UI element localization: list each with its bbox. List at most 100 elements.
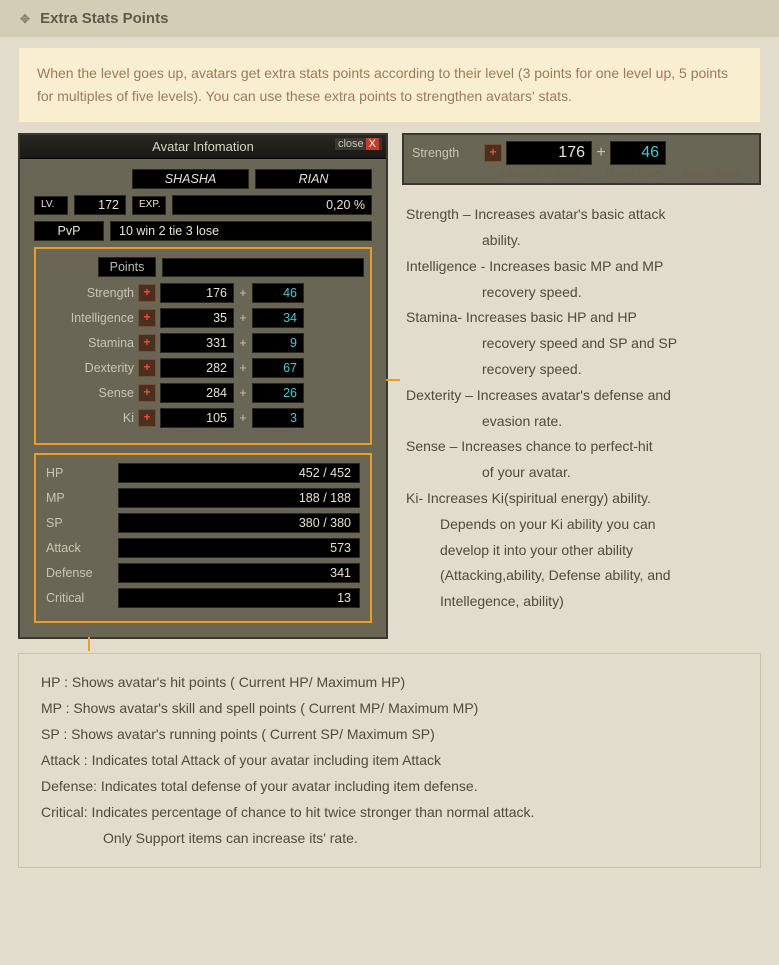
- derived-value: 341: [118, 563, 360, 583]
- avatar-info-window: Avatar Infomation closeX SHASHA RIAN LV.…: [18, 133, 388, 639]
- points-value: [162, 258, 364, 277]
- stats-highlight: Points Strength+176+46Intelligence+35+34…: [34, 247, 372, 445]
- derived-value: 188 / 188: [118, 488, 360, 508]
- stat-label: Intelligence: [42, 311, 134, 325]
- plus-separator: +: [596, 144, 606, 162]
- stat-pure-value: 105: [160, 408, 234, 428]
- plus-separator: +: [238, 386, 248, 400]
- stat-definitions: Strength – Increases avatar's basic atta…: [402, 199, 761, 620]
- intro-text: When the level goes up, avatars get extr…: [18, 47, 761, 123]
- add-button[interactable]: +: [138, 334, 156, 352]
- def-stamina: Stamina- Increases basic HP and HP: [406, 306, 757, 330]
- add-button[interactable]: +: [138, 284, 156, 302]
- stat-row: Ki+105+3: [42, 408, 364, 428]
- derived-row: HP 452 / 452: [46, 463, 360, 483]
- def-strength: Strength – Increases avatar's basic atta…: [406, 203, 757, 227]
- plus-separator: +: [238, 411, 248, 425]
- plus-separator: +: [238, 311, 248, 325]
- points-label: Points: [98, 257, 156, 277]
- add-button[interactable]: +: [138, 384, 156, 402]
- exp-value: 0,20 %: [172, 195, 372, 215]
- derived-label: Attack: [46, 541, 108, 555]
- stat-pure-value: 331: [160, 333, 234, 353]
- def-sense: Sense – Increases chance to perfect-hit: [406, 435, 757, 459]
- plus-separator: +: [238, 336, 248, 350]
- legend-stat-label: Strength: [412, 146, 480, 160]
- add-button[interactable]: +: [138, 359, 156, 377]
- derived-row: Critical 13: [46, 588, 360, 608]
- stat-label: Strength: [42, 286, 134, 300]
- connector-line: [386, 379, 400, 381]
- header-icon: ✥: [20, 12, 30, 26]
- legend-caption-item: Item's Stats: [681, 169, 741, 181]
- exp-critical-cont: Only Support items can increase its' rat…: [41, 826, 738, 852]
- stat-label: Stamina: [42, 336, 134, 350]
- legend-panel: Strength + 176 + 46 Addition Buttion Pur…: [402, 133, 761, 185]
- derived-explanations: HP : Shows avatar's hit points ( Current…: [18, 653, 761, 868]
- stat-label: Dexterity: [42, 361, 134, 375]
- close-button[interactable]: closeX: [335, 138, 382, 150]
- derived-highlight: HP 452 / 452 MP 188 / 188 SP 380 / 380 Attack 5…: [34, 453, 372, 623]
- stat-bonus-value: 3: [252, 408, 304, 428]
- exp-critical: Critical: Indicates percentage of chance…: [41, 800, 738, 826]
- derived-row: Attack 573: [46, 538, 360, 558]
- stat-bonus-value: 9: [252, 333, 304, 353]
- derived-value: 13: [118, 588, 360, 608]
- derived-value: 573: [118, 538, 360, 558]
- stat-pure-value: 35: [160, 308, 234, 328]
- exp-hp: HP : Shows avatar's hit points ( Current…: [41, 670, 738, 696]
- derived-row: Defense 341: [46, 563, 360, 583]
- derived-label: Defense: [46, 566, 108, 580]
- stat-bonus-value: 67: [252, 358, 304, 378]
- derived-value: 452 / 452: [118, 463, 360, 483]
- stat-bonus-value: 26: [252, 383, 304, 403]
- derived-label: MP: [46, 491, 108, 505]
- def-dexterity: Dexterity – Increases avatar's defense a…: [406, 384, 757, 408]
- stat-row: Stamina+331+9: [42, 333, 364, 353]
- derived-label: HP: [46, 466, 108, 480]
- exp-defense: Defense: Indicates total defense of your…: [41, 774, 738, 800]
- level-value: 172: [74, 195, 126, 215]
- legend-bonus-value: 46: [610, 141, 666, 165]
- connector-line: [88, 637, 90, 651]
- exp-sp: SP : Shows avatar's running points ( Cur…: [41, 722, 738, 748]
- plus-separator: +: [238, 286, 248, 300]
- avatar-name-2: RIAN: [255, 169, 372, 189]
- stat-bonus-value: 46: [252, 283, 304, 303]
- derived-label: Critical: [46, 591, 108, 605]
- stat-pure-value: 284: [160, 383, 234, 403]
- exp-label: EXP.: [132, 196, 166, 215]
- stat-pure-value: 176: [160, 283, 234, 303]
- exp-mp: MP : Shows avatar's skill and spell poin…: [41, 696, 738, 722]
- legend-caption-add: Addition Buttion: [498, 169, 579, 181]
- def-ki: Ki- Increases Ki(spiritual energy) abili…: [406, 487, 757, 511]
- stat-bonus-value: 34: [252, 308, 304, 328]
- stat-row: Intelligence+35+34: [42, 308, 364, 328]
- legend-caption-pure: Purity Stats: [605, 169, 664, 181]
- exp-attack: Attack : Indicates total Attack of your …: [41, 748, 738, 774]
- section-header: ✥ Extra Stats Points: [0, 0, 779, 37]
- pvp-label: PvP: [34, 221, 104, 241]
- avatar-name-1: SHASHA: [132, 169, 249, 189]
- stat-label: Sense: [42, 386, 134, 400]
- add-button[interactable]: +: [138, 409, 156, 427]
- stat-row: Strength+176+46: [42, 283, 364, 303]
- stat-pure-value: 282: [160, 358, 234, 378]
- close-icon: X: [366, 138, 379, 150]
- derived-value: 380 / 380: [118, 513, 360, 533]
- stat-row: Sense+284+26: [42, 383, 364, 403]
- stat-row: Dexterity+282+67: [42, 358, 364, 378]
- window-title: Avatar Infomation: [152, 139, 254, 154]
- pvp-value: 10 win 2 tie 3 lose: [110, 221, 372, 241]
- add-button[interactable]: +: [138, 309, 156, 327]
- plus-separator: +: [238, 361, 248, 375]
- window-titlebar: Avatar Infomation closeX: [20, 135, 386, 159]
- derived-label: SP: [46, 516, 108, 530]
- header-title: Extra Stats Points: [40, 10, 168, 27]
- derived-row: SP 380 / 380: [46, 513, 360, 533]
- stat-label: Ki: [42, 411, 134, 425]
- add-button[interactable]: +: [484, 144, 502, 162]
- def-intelligence: Intelligence - Increases basic MP and MP: [406, 255, 757, 279]
- derived-row: MP 188 / 188: [46, 488, 360, 508]
- legend-pure-value: 176: [506, 141, 592, 165]
